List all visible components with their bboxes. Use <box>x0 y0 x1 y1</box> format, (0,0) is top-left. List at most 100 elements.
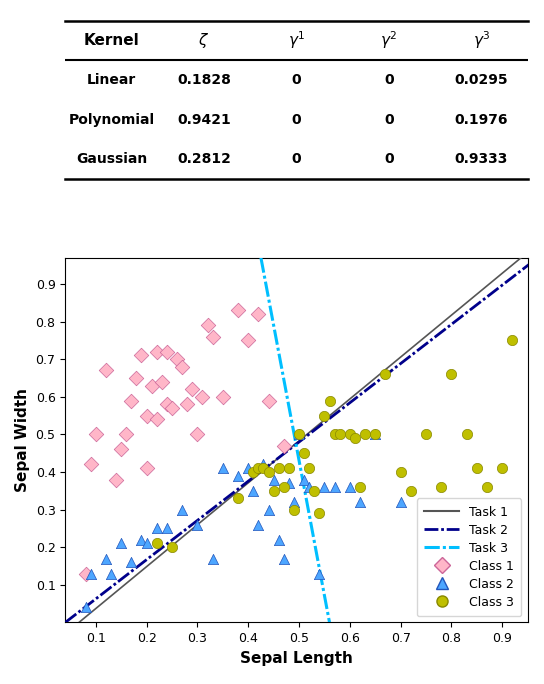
Point <box>447 369 456 380</box>
Point <box>310 486 319 497</box>
Point <box>295 429 304 440</box>
Point <box>264 466 273 477</box>
Point <box>127 557 135 568</box>
Point <box>330 429 339 440</box>
Point <box>152 346 161 357</box>
Point <box>320 482 329 492</box>
Point <box>289 504 298 515</box>
Legend: Task 1, Task 2, Task 3, Class 1, Class 2, Class 3: Task 1, Task 2, Task 3, Class 1, Class 2… <box>417 498 522 616</box>
Point <box>264 504 273 515</box>
Point <box>163 346 171 357</box>
Point <box>356 482 364 492</box>
Point <box>285 463 293 474</box>
Point <box>269 474 278 485</box>
Point <box>483 482 491 492</box>
Point <box>178 361 187 372</box>
Point <box>142 410 151 421</box>
Point <box>219 463 227 474</box>
Point <box>132 373 141 384</box>
Point <box>152 523 161 534</box>
Point <box>254 519 263 530</box>
Point <box>244 335 252 346</box>
X-axis label: Sepal Length: Sepal Length <box>240 650 353 666</box>
Point <box>178 504 187 515</box>
Point <box>356 497 364 508</box>
Point <box>396 497 405 508</box>
Point <box>295 429 304 440</box>
Point <box>234 471 243 482</box>
Point <box>406 486 415 497</box>
Point <box>473 463 481 474</box>
Point <box>86 568 95 579</box>
Point <box>350 433 359 444</box>
Point <box>122 429 131 440</box>
Point <box>193 429 202 440</box>
Point <box>345 482 354 492</box>
Point <box>244 463 252 474</box>
Point <box>193 519 202 530</box>
Point <box>437 482 446 492</box>
Point <box>163 523 171 534</box>
Point <box>249 486 258 497</box>
Y-axis label: Sepal Width: Sepal Width <box>15 388 30 492</box>
Point <box>219 391 227 402</box>
Point <box>81 568 90 579</box>
Point <box>117 444 126 455</box>
Point <box>259 459 268 470</box>
Point <box>396 466 405 477</box>
Point <box>137 534 146 545</box>
Point <box>168 542 176 553</box>
Point <box>320 410 329 421</box>
Point <box>300 448 308 459</box>
Point <box>274 534 283 545</box>
Point <box>264 395 273 406</box>
Point <box>102 365 110 376</box>
Point <box>91 429 100 440</box>
Point <box>198 391 207 402</box>
Point <box>157 376 166 387</box>
Point <box>152 414 161 425</box>
Point <box>305 482 313 492</box>
Point <box>381 369 390 380</box>
Point <box>305 463 313 474</box>
Point <box>254 308 263 319</box>
Point <box>188 384 197 395</box>
Point <box>508 335 517 346</box>
Point <box>315 568 324 579</box>
Point <box>183 399 191 410</box>
Point <box>285 478 293 489</box>
Point <box>325 395 334 406</box>
Point <box>280 553 288 564</box>
Point <box>81 602 90 613</box>
Point <box>280 482 288 492</box>
Point <box>254 463 263 474</box>
Point <box>172 354 181 365</box>
Point <box>280 440 288 451</box>
Point <box>208 553 217 564</box>
Point <box>335 429 344 440</box>
Point <box>86 459 95 470</box>
Point <box>102 553 110 564</box>
Point <box>315 508 324 519</box>
Point <box>142 463 151 474</box>
Point <box>371 429 380 440</box>
Point <box>274 463 283 474</box>
Point <box>127 395 135 406</box>
Point <box>137 350 146 361</box>
Point <box>234 305 243 316</box>
Point <box>300 474 308 485</box>
Point <box>345 429 354 440</box>
Point <box>371 429 380 440</box>
Point <box>147 380 156 391</box>
Point <box>168 403 176 414</box>
Point <box>107 568 115 579</box>
Point <box>249 466 258 477</box>
Point <box>289 497 298 508</box>
Point <box>117 538 126 549</box>
Point <box>259 463 268 474</box>
Point <box>208 331 217 342</box>
Point <box>234 493 243 504</box>
Point <box>142 538 151 549</box>
Point <box>462 429 471 440</box>
Point <box>163 399 171 410</box>
